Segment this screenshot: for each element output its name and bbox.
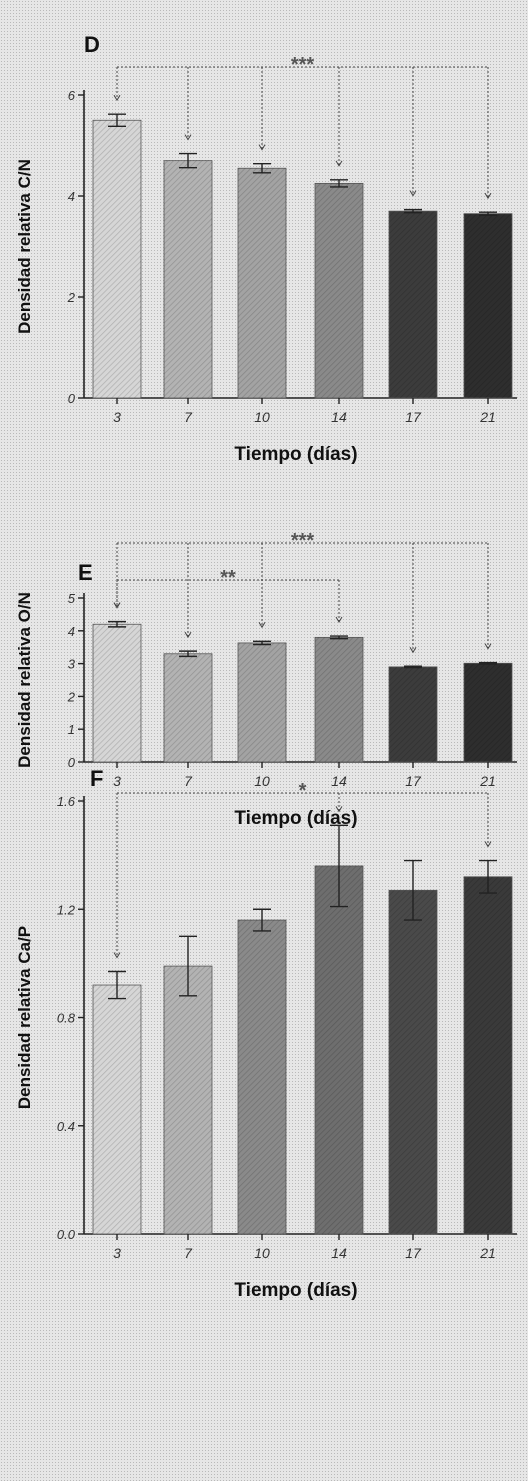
bar-texture	[315, 183, 363, 398]
x-tick-label: 7	[184, 409, 193, 425]
x-tick-label: 17	[405, 1245, 422, 1261]
x-axis-title: Tiempo (días)	[234, 1280, 357, 1301]
significance-label: ***	[291, 530, 315, 552]
bar-texture	[238, 920, 286, 1234]
bar-texture	[389, 211, 437, 398]
x-tick-label: 7	[184, 773, 193, 789]
y-tick-label: 3	[68, 657, 76, 672]
bar-texture	[164, 654, 212, 762]
significance-label: **	[220, 567, 236, 589]
x-tick-label: 3	[113, 773, 121, 789]
y-tick-label: 1.2	[57, 902, 76, 917]
bar-texture	[389, 667, 437, 762]
x-tick-label: 10	[254, 409, 270, 425]
y-tick-label: 0	[68, 391, 76, 406]
bar-texture	[464, 214, 512, 398]
bar-texture	[164, 966, 212, 1234]
y-tick-label: 1	[68, 722, 75, 737]
x-tick-label: 7	[184, 1245, 193, 1261]
x-axis-title: Tiempo (días)	[234, 444, 357, 465]
significance-label: *	[299, 780, 307, 802]
x-tick-label: 21	[479, 1245, 496, 1261]
x-tick-label: 17	[405, 409, 422, 425]
significance-label: ***	[291, 54, 315, 76]
x-tick-label: 3	[113, 409, 121, 425]
y-tick-label: 0.8	[57, 1011, 76, 1026]
bar-texture	[164, 161, 212, 398]
panel-label: D	[84, 32, 100, 57]
panel-label: E	[78, 560, 93, 585]
y-tick-label: 1.6	[57, 794, 76, 809]
x-tick-label: 14	[331, 409, 347, 425]
x-tick-label: 17	[405, 773, 422, 789]
x-tick-label: 21	[479, 409, 496, 425]
y-tick-label: 0.0	[57, 1227, 76, 1242]
y-tick-label: 0	[68, 755, 76, 770]
y-axis-title: Densidad relativa Ca/P	[15, 926, 34, 1109]
significance-bracket: ***	[114, 530, 491, 652]
y-tick-label: 5	[68, 591, 76, 606]
bar-texture	[389, 890, 437, 1234]
y-axis-title: Densidad relativa O/N	[15, 592, 34, 768]
y-tick-label: 0.4	[57, 1119, 75, 1134]
x-tick-label: 3	[113, 1245, 121, 1261]
bar-texture	[315, 637, 363, 762]
bar-texture	[315, 866, 363, 1234]
x-tick-label: 10	[254, 1245, 270, 1261]
y-tick-label: 6	[68, 88, 76, 103]
y-tick-label: 2	[67, 290, 76, 305]
chart-panel-f: F 0.0 0.4 0.8 1.2 1.6 3 7 10 14 17 21 * Densidad rela…	[15, 766, 517, 1301]
bar-texture	[93, 120, 141, 398]
panel-label: F	[90, 766, 103, 791]
y-tick-label: 2	[67, 689, 76, 704]
bar-texture	[93, 985, 141, 1234]
bar-texture	[93, 624, 141, 762]
significance-bracket: **	[114, 567, 342, 622]
y-tick-label: 4	[68, 189, 75, 204]
x-tick-label: 10	[254, 773, 270, 789]
x-tick-label: 14	[331, 1245, 347, 1261]
x-tick-label: 14	[331, 773, 347, 789]
y-tick-label: 4	[68, 624, 75, 639]
bar-texture	[464, 663, 512, 762]
bar-texture	[238, 643, 286, 762]
bar-texture	[238, 168, 286, 398]
bar-texture	[464, 877, 512, 1234]
y-axis-title: Densidad relativa C/N	[15, 159, 34, 334]
chart-panel-d: D 0 2 4 6 3 7 10 14 17 21 *** Densidad relativa C/N T…	[15, 32, 517, 465]
x-tick-label: 21	[479, 773, 496, 789]
